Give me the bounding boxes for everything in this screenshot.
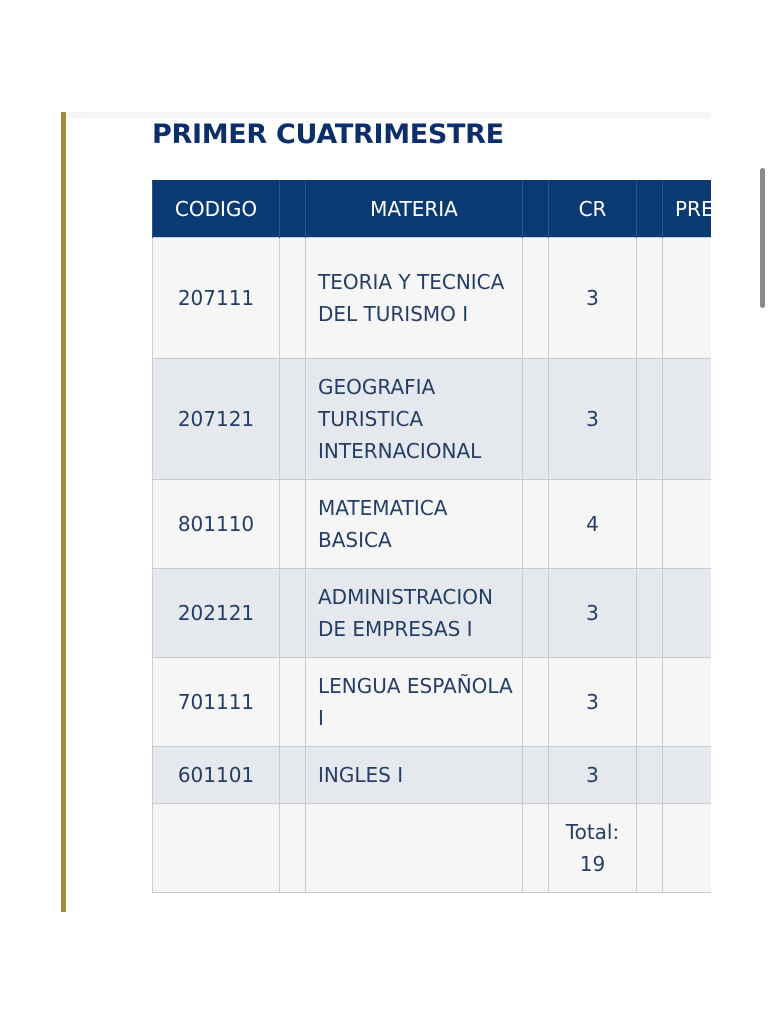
cell-empty xyxy=(662,803,711,893)
table-row: 601101 INGLES I 3 xyxy=(152,746,711,804)
cell-spacer xyxy=(522,803,549,893)
cell-cr: 4 xyxy=(548,479,637,569)
accent-bar xyxy=(61,112,66,912)
cell-spacer xyxy=(636,803,663,893)
cell-spacer xyxy=(636,358,663,480)
table-header-row: CODIGO MATERIA CR PRE xyxy=(152,180,711,238)
table-scroll-container[interactable]: CODIGO MATERIA CR PRE 207111 TEORIA Y TE… xyxy=(152,180,711,893)
cell-cr: 3 xyxy=(548,568,637,658)
header-spacer xyxy=(279,180,306,238)
cell-materia: GEOGRAFIA TURISTICA INTERNACIONAL xyxy=(305,358,523,480)
cell-materia: LENGUA ESPAÑOLA I xyxy=(305,657,523,747)
cell-materia: ADMINISTRACION DE EMPRESAS I xyxy=(305,568,523,658)
cell-cr: 3 xyxy=(548,746,637,804)
header-spacer xyxy=(522,180,549,238)
cell-materia: INGLES I xyxy=(305,746,523,804)
total-cell: Total: 19 xyxy=(548,803,637,893)
cell-spacer xyxy=(279,237,306,359)
header-materia: MATERIA xyxy=(305,180,523,238)
cell-materia: TEORIA Y TECNICA DEL TURISMO I xyxy=(305,237,523,359)
cell-codigo: 207121 xyxy=(152,358,280,480)
total-value: 19 xyxy=(579,852,606,876)
cell-cr: 3 xyxy=(548,358,637,480)
section-title: PRIMER CUATRIMESTRE xyxy=(152,119,504,150)
cell-spacer xyxy=(636,479,663,569)
cell-spacer xyxy=(279,746,306,804)
cell-pre xyxy=(662,568,711,658)
cell-pre xyxy=(662,237,711,359)
cell-empty xyxy=(152,803,280,893)
cell-spacer xyxy=(279,657,306,747)
cell-spacer xyxy=(279,479,306,569)
cell-spacer xyxy=(636,568,663,658)
table-row: 701111 LENGUA ESPAÑOLA I 3 xyxy=(152,657,711,747)
header-spacer xyxy=(636,180,663,238)
cell-pre xyxy=(662,479,711,569)
cell-pre xyxy=(662,657,711,747)
cell-spacer xyxy=(636,746,663,804)
cell-spacer xyxy=(636,657,663,747)
cell-spacer xyxy=(522,237,549,359)
table-row: 207111 TEORIA Y TECNICA DEL TURISMO I 3 xyxy=(152,237,711,359)
table-row: 801110 MATEMATICA BASICA 4 xyxy=(152,479,711,569)
cell-codigo: 207111 xyxy=(152,237,280,359)
cell-cr: 3 xyxy=(548,237,637,359)
table-row: 207121 GEOGRAFIA TURISTICA INTERNACIONAL… xyxy=(152,358,711,480)
header-pre: PRE xyxy=(662,180,711,238)
cell-spacer xyxy=(522,568,549,658)
cell-pre xyxy=(662,358,711,480)
scrollbar-thumb[interactable] xyxy=(760,168,765,308)
cell-spacer xyxy=(279,803,306,893)
cell-spacer xyxy=(636,237,663,359)
total-row: Total: 19 xyxy=(152,803,711,893)
cell-cr: 3 xyxy=(548,657,637,747)
curriculum-card: PRIMER CUATRIMESTRE CODIGO MATERIA CR PR… xyxy=(66,112,711,912)
cell-spacer xyxy=(522,479,549,569)
table-row: 202121 ADMINISTRACION DE EMPRESAS I 3 xyxy=(152,568,711,658)
cell-materia: MATEMATICA BASICA xyxy=(305,479,523,569)
header-cr: CR xyxy=(548,180,637,238)
total-label: Total: xyxy=(565,820,620,844)
cell-empty xyxy=(305,803,523,893)
cell-codigo: 601101 xyxy=(152,746,280,804)
cell-spacer xyxy=(522,358,549,480)
cell-spacer xyxy=(279,568,306,658)
cell-spacer xyxy=(522,746,549,804)
header-codigo: CODIGO xyxy=(152,180,280,238)
cell-spacer xyxy=(522,657,549,747)
cell-pre xyxy=(662,746,711,804)
courses-table: CODIGO MATERIA CR PRE 207111 TEORIA Y TE… xyxy=(152,180,711,893)
cell-codigo: 801110 xyxy=(152,479,280,569)
cell-codigo: 701111 xyxy=(152,657,280,747)
cell-codigo: 202121 xyxy=(152,568,280,658)
cell-spacer xyxy=(279,358,306,480)
